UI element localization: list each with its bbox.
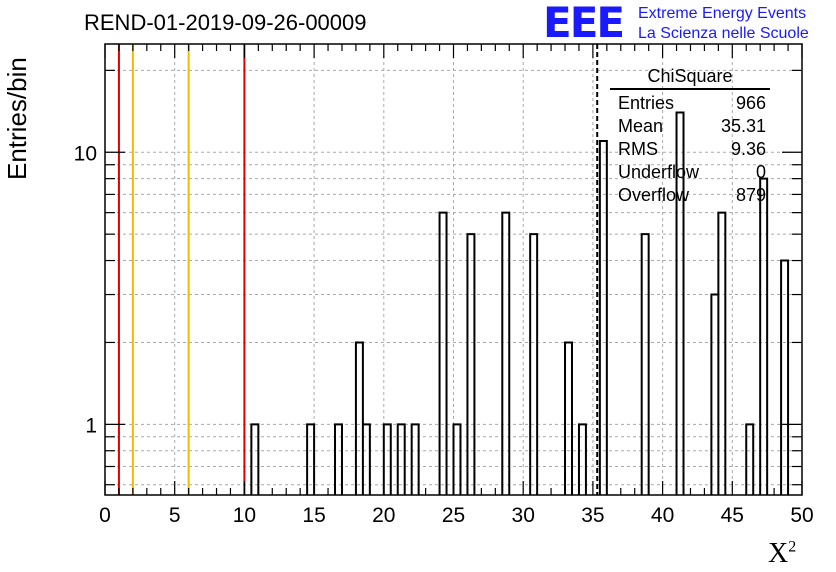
- stats-row-rms: RMS 9.36: [610, 138, 770, 161]
- stats-row-mean: Mean 35.31: [610, 115, 770, 138]
- stats-label: Overflow: [618, 185, 690, 205]
- tick-labels: 0 5 10 15 20 25 30 35 40 45 50 1 10: [74, 142, 814, 527]
- x-tick-label: 0: [99, 504, 111, 527]
- x-tick-label: 30: [512, 504, 535, 527]
- y-axis-label: Entries/bin: [2, 57, 32, 180]
- y-tick-label: 10: [74, 142, 97, 165]
- x-tick-label: 20: [372, 504, 395, 527]
- x-tick-label: 15: [302, 504, 325, 527]
- stats-value: 0: [755, 162, 766, 182]
- x-axis-label-sup: 2: [788, 538, 797, 556]
- x-tick-label: 40: [651, 504, 674, 527]
- stats-value: 9.36: [730, 139, 766, 159]
- x-tick-label: 5: [169, 504, 181, 527]
- stats-row-overflow: Overflow 879: [610, 184, 770, 207]
- stats-label: Entries: [618, 93, 675, 113]
- stats-row-underflow: Underflow 0: [610, 161, 770, 184]
- plot-title: REND-01-2019-09-26-00009: [84, 10, 367, 35]
- reference-lines: [117, 44, 599, 495]
- stats-title: ChiSquare: [610, 66, 770, 90]
- x-tick-label: 50: [790, 504, 813, 527]
- stats-value: 879: [735, 185, 766, 205]
- stats-box: ChiSquare Entries 966 Mean 35.31 RMS 9.36 U…: [610, 66, 770, 207]
- x-tick-label: 45: [721, 504, 744, 527]
- stats-value: 35.31: [720, 116, 766, 136]
- axis-ticks: [104, 44, 803, 495]
- x-tick-label: 10: [233, 504, 256, 527]
- x-tick-label: 35: [581, 504, 604, 527]
- stats-label: Underflow: [618, 162, 700, 182]
- eee-logo: EEE Extreme Energy Events La Scienza nel…: [543, 0, 809, 47]
- histogram-outline: [250, 111, 790, 495]
- stats-value: 966: [735, 93, 766, 113]
- x-axis-label-text: X: [768, 538, 789, 569]
- eee-logo-mark: EEE: [543, 0, 625, 47]
- stats-label: RMS: [618, 139, 658, 159]
- x-tick-label: 25: [442, 504, 465, 527]
- logo-line2: La Scienza nelle Scuole: [638, 25, 809, 42]
- logo-line1: Extreme Energy Events: [638, 5, 807, 22]
- stats-label: Mean: [618, 116, 664, 136]
- x-axis-label: X2: [768, 538, 796, 570]
- stats-row-entries: Entries 966: [610, 92, 770, 115]
- y-tick-label: 1: [85, 414, 97, 437]
